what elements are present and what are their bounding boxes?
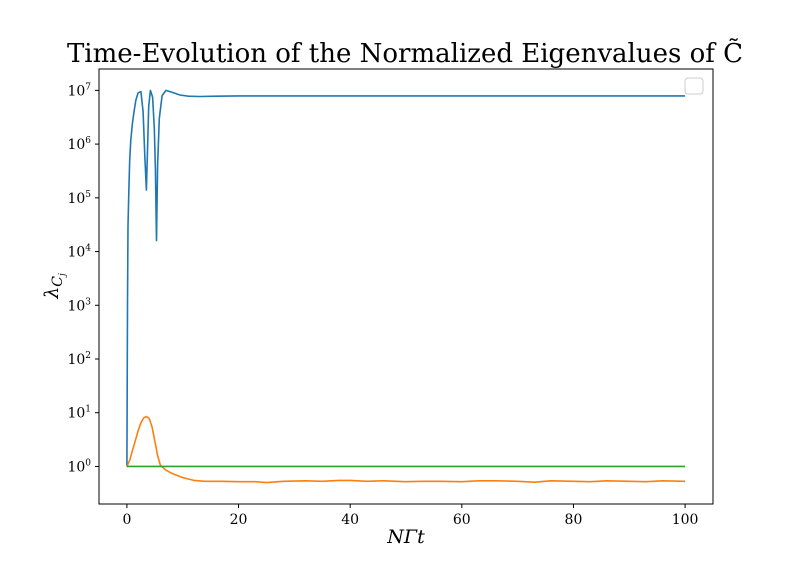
y-tick-label-5: 105 — [67, 190, 91, 207]
x-tick-label-0: 0 — [122, 512, 131, 528]
x-axis-ticks: 0 20 40 60 80 100 — [122, 504, 698, 528]
x-tick-label-3: 60 — [453, 512, 471, 528]
y-tick-label-6: 106 — [67, 136, 91, 153]
y-tick-label-7: 107 — [67, 82, 91, 99]
y-tick-label-3: 103 — [67, 297, 91, 314]
x-tick-label-1: 20 — [230, 512, 248, 528]
y-tick-label-1: 101 — [67, 405, 91, 422]
y-axis-label-subsub: j — [58, 273, 68, 278]
x-tick-label-4: 80 — [565, 512, 583, 528]
x-tick-label-5: 100 — [672, 512, 699, 528]
plot-frame — [98, 68, 714, 505]
y-axis-label-main: λ — [41, 287, 63, 300]
y-axis-label: λCj — [41, 273, 68, 300]
series-layer — [126, 89, 686, 484]
y-tick-label-2: 102 — [67, 351, 91, 368]
y-tick-label-0: 100 — [67, 458, 91, 475]
plot-area: 0 20 40 60 80 100 100 101 102 103 104 105 106 107 — [67, 68, 714, 528]
series-line-2 — [126, 415, 686, 484]
y-tick-label-4: 104 — [67, 244, 91, 261]
series-line-1 — [126, 89, 686, 467]
chart-title: Time-Evolution of the Normalized Eigenva… — [67, 38, 743, 69]
x-tick-label-2: 40 — [341, 512, 359, 528]
legend-box — [684, 77, 704, 95]
x-axis-label: NΓt — [386, 526, 425, 548]
y-axis-label-sub: C — [50, 276, 66, 287]
y-axis-ticks: 100 101 102 103 104 105 106 107 — [67, 82, 99, 475]
